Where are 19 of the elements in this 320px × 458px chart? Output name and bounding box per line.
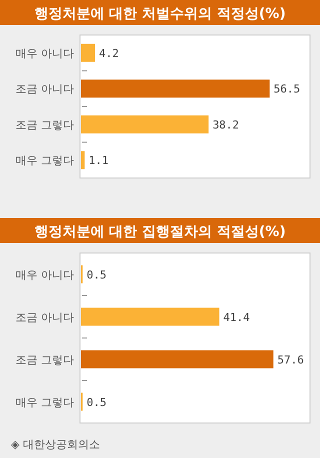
y-tick-label: 조금 아니다 [16, 82, 74, 96]
chart-title: 행정처분에 대한 처벌수위의 적정성(%) [34, 6, 286, 22]
y-tick-label: 조금 그렇다 [16, 353, 74, 366]
data-label: 1.1 [88, 154, 109, 168]
data-label: 41.4 [223, 310, 250, 324]
data-label: 57.6 [277, 353, 304, 366]
text: ◈ 대한상공회의소 [11, 438, 100, 451]
y-tick-label: 매우 아니다 [16, 46, 74, 60]
data-label: 56.5 [274, 82, 300, 96]
y-tick-label: 매우 그렇다 [16, 154, 74, 168]
y-tick-label: 매우 아니다 [16, 268, 74, 282]
data-label: 0.5 [86, 396, 107, 409]
y-tick-label: 조금 그렇다 [16, 118, 74, 132]
data-label: 0.5 [86, 268, 107, 282]
data-label: 38.2 [212, 118, 240, 132]
data-label: 4.2 [99, 46, 119, 60]
y-tick-label: 매우 그렇다 [16, 396, 74, 409]
chart-title: 행정처분에 대한 집행절차의 적절성(%) [34, 224, 286, 240]
y-tick-label: 조금 아니다 [16, 310, 74, 324]
